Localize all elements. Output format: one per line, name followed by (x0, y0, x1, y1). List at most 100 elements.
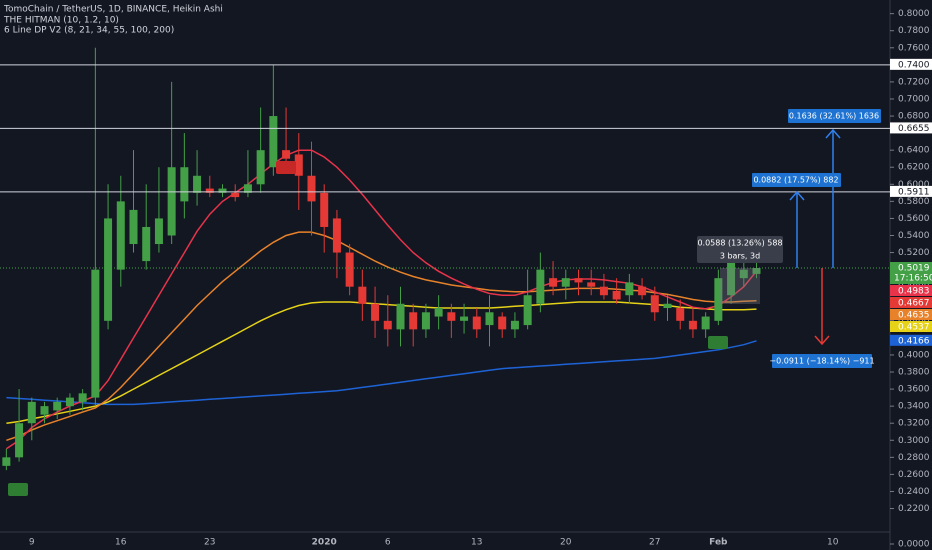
candle-body (485, 312, 494, 326)
candle-body (371, 303, 380, 321)
price-label-text: 0.4667 (898, 299, 930, 309)
price-label-text: 0.4635 (898, 311, 930, 321)
candle-body (421, 312, 430, 330)
candle-body (27, 401, 36, 424)
plot (0, 47, 890, 471)
candle-body (447, 312, 456, 321)
price-label-text: 0.4983 (898, 287, 930, 297)
candle-body (307, 175, 316, 202)
price-label (890, 297, 932, 309)
ma-line (6, 301, 757, 424)
candle-body (727, 261, 736, 296)
measure-box (752, 173, 841, 187)
y-tick-label: 0.5600 (898, 214, 930, 224)
y-tick-label: 0.5400 (898, 231, 930, 241)
price-label-text: 0.5911 (898, 187, 930, 197)
measure-box (772, 354, 872, 368)
candle-body (472, 316, 481, 330)
arrow-down (814, 268, 830, 346)
y-tick-label: 0.2800 (898, 453, 930, 463)
price-label-text: 0.7400 (898, 60, 930, 70)
candle-body (65, 397, 74, 407)
candle-body (167, 167, 176, 236)
y-tick-label: 0.7800 (898, 26, 930, 36)
candle-body (396, 303, 405, 330)
candle-body (523, 295, 532, 326)
candle-body (294, 154, 303, 176)
price-label (890, 334, 932, 346)
price-label (890, 285, 932, 297)
y-tick-label: 0.6800 (898, 112, 930, 122)
candle-body (53, 401, 62, 411)
y-tick-label: 0.7600 (898, 43, 930, 53)
candle-body (638, 286, 647, 296)
y-tick-label: 0.5800 (898, 197, 930, 207)
candle-body (40, 406, 49, 415)
candle-body (663, 303, 672, 309)
range-tooltip (697, 236, 783, 263)
candle-body (358, 286, 367, 304)
candle-body (676, 308, 685, 321)
y-tick-label: 0.7200 (898, 77, 930, 87)
candle-body (510, 320, 519, 330)
x-tick-label: 10 (827, 538, 839, 548)
candle-body (332, 218, 341, 253)
y-tick-label: 0.3000 (898, 436, 930, 446)
price-label (890, 309, 932, 321)
candle-body (142, 226, 151, 262)
candle-body (180, 167, 189, 202)
candle-body (650, 295, 659, 313)
price-label (890, 58, 932, 70)
candle-body (752, 268, 761, 274)
y-tick-label: 0.7000 (898, 94, 930, 104)
x-tick-label: 6 (385, 538, 391, 548)
x-tick-label: 27 (649, 538, 660, 548)
price-label (890, 185, 932, 197)
x-tick-label: 20 (560, 538, 572, 548)
candle-body (383, 320, 392, 330)
y-tick-label: 0.2600 (898, 470, 930, 480)
y-tick-label: 0.6200 (898, 163, 930, 173)
y-tick-label: 0.6400 (898, 146, 930, 156)
chart-title: TomoChain / TetherUS, 1D, BINANCE, Heiki… (3, 5, 223, 15)
candle-body (282, 150, 291, 159)
candle-body (154, 218, 163, 245)
range-bars: 3 bars, 3d (720, 252, 760, 261)
price-label (890, 122, 932, 134)
y-tick-label: 0.8000 (898, 9, 930, 19)
measure-text: 0.0882 (17.57%) 882 (753, 176, 838, 185)
ma-line (6, 340, 757, 406)
candle-body (104, 218, 113, 321)
bull-signal (8, 483, 28, 496)
x-tick-label: 23 (204, 538, 215, 548)
arrow-up (825, 128, 841, 268)
indicator-label: THE HITMAN (10, 1.2, 10) (3, 16, 119, 26)
candle-body (320, 192, 329, 227)
candle-body (612, 290, 621, 300)
measure-tool: 0.0588 (13.26%) 588 3 bars, 3d 0.0882 (1… (697, 109, 881, 368)
candle-body (409, 312, 418, 330)
y-tick-label: 0.2400 (898, 487, 930, 497)
x-tick-label: 16 (115, 538, 127, 548)
y-tick-label: 0.4000 (898, 350, 930, 360)
candle-body (345, 252, 354, 287)
candle-body (739, 269, 748, 279)
measure-text: 0.1636 (32.61%) 1636 (789, 112, 879, 121)
candle-body (701, 316, 710, 330)
price-label-text: 0.5019 (898, 264, 930, 274)
candle-body (574, 278, 583, 283)
candle-body (714, 278, 723, 321)
candle-body (536, 269, 545, 304)
bull-signal (708, 336, 728, 349)
price-label-text: 0.4166 (898, 336, 930, 346)
x-tick-label: 2020 (312, 538, 337, 548)
candle-body (269, 116, 278, 168)
y-tick-label: 0.3400 (898, 402, 930, 412)
candle-body (561, 278, 570, 287)
candle-body (205, 188, 214, 193)
candle-body (688, 320, 697, 330)
y-tick-label: 0.5200 (898, 248, 930, 258)
indicator-label: 6 Line DP V2 (8, 21, 34, 55, 100, 200) (4, 26, 174, 36)
x-tick-label: Feb (709, 538, 728, 548)
